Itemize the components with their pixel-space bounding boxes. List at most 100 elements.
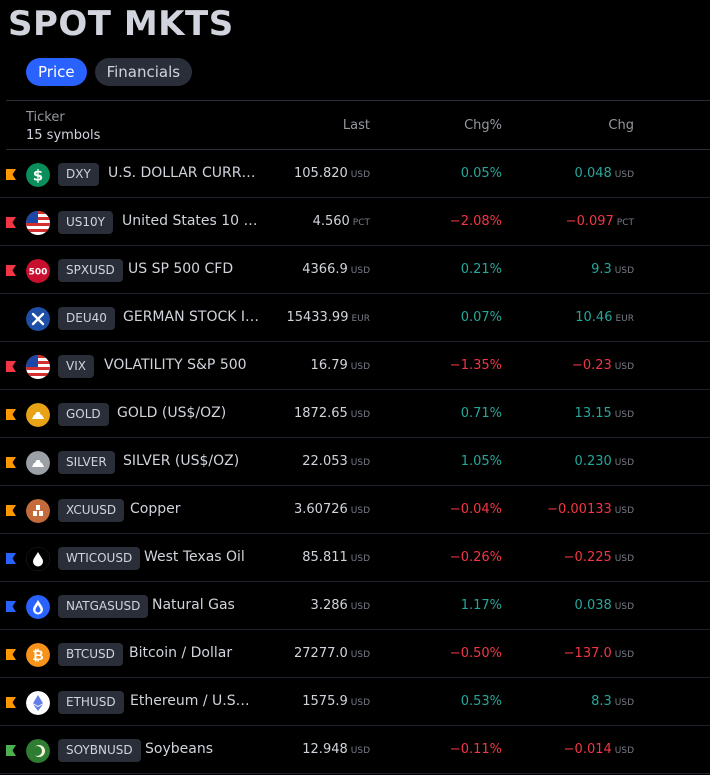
flag-marker[interactable] (6, 361, 16, 372)
symbol-badge[interactable]: DEU40 (58, 307, 115, 330)
flag-marker[interactable] (6, 265, 16, 276)
symbol-row[interactable]: ₿ BTCUSD Bitcoin / Dollar 27277.0 USD −0.… (0, 630, 710, 678)
change-percent: −0.04% (449, 502, 502, 517)
last-price: 85.811 USD (302, 550, 370, 565)
last-price: 15433.99 EUR (286, 310, 370, 325)
change-percent: −0.26% (449, 550, 502, 565)
column-header-last[interactable]: Last (342, 118, 370, 133)
column-header-chg-pct[interactable]: Chg% (464, 118, 502, 133)
chg-value: −137.0 (563, 646, 612, 661)
chg-unit: USD (614, 170, 634, 180)
change-percent: 1.17% (460, 598, 502, 613)
flag-marker[interactable] (6, 217, 16, 228)
last-unit: USD (350, 650, 370, 660)
change-percent: 0.07% (460, 310, 502, 325)
symbol-description: West Texas Oil (144, 549, 245, 565)
symbol-row[interactable]: DEU40 GERMAN STOCK I… 15433.99 EUR 0.07% … (0, 294, 710, 342)
last-unit: PCT (352, 218, 370, 228)
symbol-badge[interactable]: BTCUSD (58, 643, 123, 666)
last-price: 16.79 USD (311, 358, 370, 373)
tab-price[interactable]: Price (26, 58, 87, 86)
last-value: 4366.9 (302, 262, 348, 277)
last-price: 27277.0 USD (294, 646, 370, 661)
symbol-row[interactable]: SILVER SILVER (US$/OZ) 22.053 USD 1.05% 0… (0, 438, 710, 486)
symbol-badge[interactable]: SILVER (58, 451, 115, 474)
symbol-badge[interactable]: NATGASUSD (58, 595, 149, 618)
chg-value: 10.46 (575, 310, 613, 325)
symbol-badge[interactable]: VIX (58, 355, 94, 378)
change-percent: −2.08% (449, 214, 502, 229)
flag-marker[interactable] (6, 457, 16, 468)
last-unit: USD (350, 362, 370, 372)
change-value: 0.230 USD (575, 454, 634, 469)
svg-text:500: 500 (29, 268, 48, 278)
flag-marker[interactable] (6, 505, 16, 516)
flag-marker[interactable] (6, 169, 16, 180)
change-value: −137.0 USD (564, 646, 634, 661)
symbol-badge[interactable]: GOLD (58, 403, 109, 426)
last-unit: USD (350, 458, 370, 468)
flag-marker[interactable] (6, 601, 16, 612)
symbol-count: 15 symbols (26, 128, 101, 143)
table-header: Ticker 15 symbols Last Chg% Chg (0, 110, 710, 150)
last-value: 4.560 (312, 214, 350, 229)
symbol-row[interactable]: SOYBNUSD Soybeans 12.948 USD −0.11% −0.01… (0, 726, 710, 774)
symbol-description: United States 10 … (122, 213, 258, 229)
flag-marker[interactable] (6, 697, 16, 708)
silver-icon (26, 451, 50, 475)
chg-value: 0.230 (574, 454, 612, 469)
symbol-badge[interactable]: ETHUSD (58, 691, 124, 714)
dollar-icon: $ (26, 163, 50, 187)
page-title: SPOT MKTS (8, 4, 234, 44)
soybean-icon (26, 739, 50, 763)
symbol-description: US SP 500 CFD (128, 261, 234, 277)
last-value: 85.811 (302, 550, 348, 565)
last-unit: USD (350, 410, 370, 420)
divider (6, 149, 710, 150)
last-value: 12.948 (302, 742, 348, 757)
chg-value: 8.3 (591, 694, 612, 709)
flag-marker[interactable] (6, 553, 16, 564)
symbol-description: Copper (130, 501, 181, 517)
svg-text:$: $ (33, 167, 43, 185)
symbol-row[interactable]: WTICOUSD West Texas Oil 85.811 USD −0.26%… (0, 534, 710, 582)
flag-marker[interactable] (6, 745, 16, 756)
last-price: 4366.9 USD (302, 262, 370, 277)
symbol-row[interactable]: NATGASUSD Natural Gas 3.286 USD 1.17% 0.0… (0, 582, 710, 630)
column-header-chg[interactable]: Chg (608, 118, 634, 133)
chg-unit: USD (614, 698, 634, 708)
oil-drop-icon (26, 547, 50, 571)
last-unit: EUR (351, 314, 370, 324)
last-value: 3.60726 (294, 502, 348, 517)
symbol-row[interactable]: $ DXY U.S. DOLLAR CURR… 105.820 USD 0.05%… (0, 150, 710, 198)
dax-icon (26, 307, 50, 331)
symbol-row[interactable]: GOLD GOLD (US$/OZ) 1872.65 USD 0.71% 13.1… (0, 390, 710, 438)
change-percent: −1.35% (449, 358, 502, 373)
svg-text:₿: ₿ (32, 648, 43, 664)
divider (6, 100, 710, 101)
change-percent: −0.50% (449, 646, 502, 661)
symbol-badge[interactable]: WTICOUSD (58, 547, 141, 570)
symbol-row[interactable]: XCUUSD Copper 3.60726 USD −0.04% −0.00133… (0, 486, 710, 534)
symbol-badge[interactable]: DXY (58, 163, 99, 186)
last-value: 1575.9 (302, 694, 348, 709)
symbol-badge[interactable]: US10Y (58, 211, 113, 234)
symbol-description: GERMAN STOCK I… (123, 309, 259, 325)
symbol-badge[interactable]: XCUUSD (58, 499, 125, 522)
symbol-row[interactable]: 500 SPXUSD US SP 500 CFD 4366.9 USD 0.21%… (0, 246, 710, 294)
symbol-badge[interactable]: SOYBNUSD (58, 739, 141, 762)
symbol-row[interactable]: ETHUSD Ethereum / U.S… 1575.9 USD 0.53% 8… (0, 678, 710, 726)
symbol-description: U.S. DOLLAR CURR… (108, 165, 256, 181)
symbol-row[interactable]: VIX VOLATILITY S&P 500 16.79 USD −1.35% −… (0, 342, 710, 390)
column-header-ticker[interactable]: Ticker (26, 110, 65, 125)
symbol-description: Bitcoin / Dollar (129, 645, 233, 661)
tab-financials[interactable]: Financials (94, 58, 193, 86)
last-price: 1872.65 USD (294, 406, 370, 421)
symbol-badge[interactable]: SPXUSD (58, 259, 123, 282)
symbol-row[interactable]: US10Y United States 10 … 4.560 PCT −2.08%… (0, 198, 710, 246)
chg-value: 0.048 (574, 166, 612, 181)
sp500-icon: 500 (26, 259, 50, 283)
flag-marker[interactable] (6, 409, 16, 420)
last-value: 27277.0 (294, 646, 348, 661)
flag-marker[interactable] (6, 649, 16, 660)
